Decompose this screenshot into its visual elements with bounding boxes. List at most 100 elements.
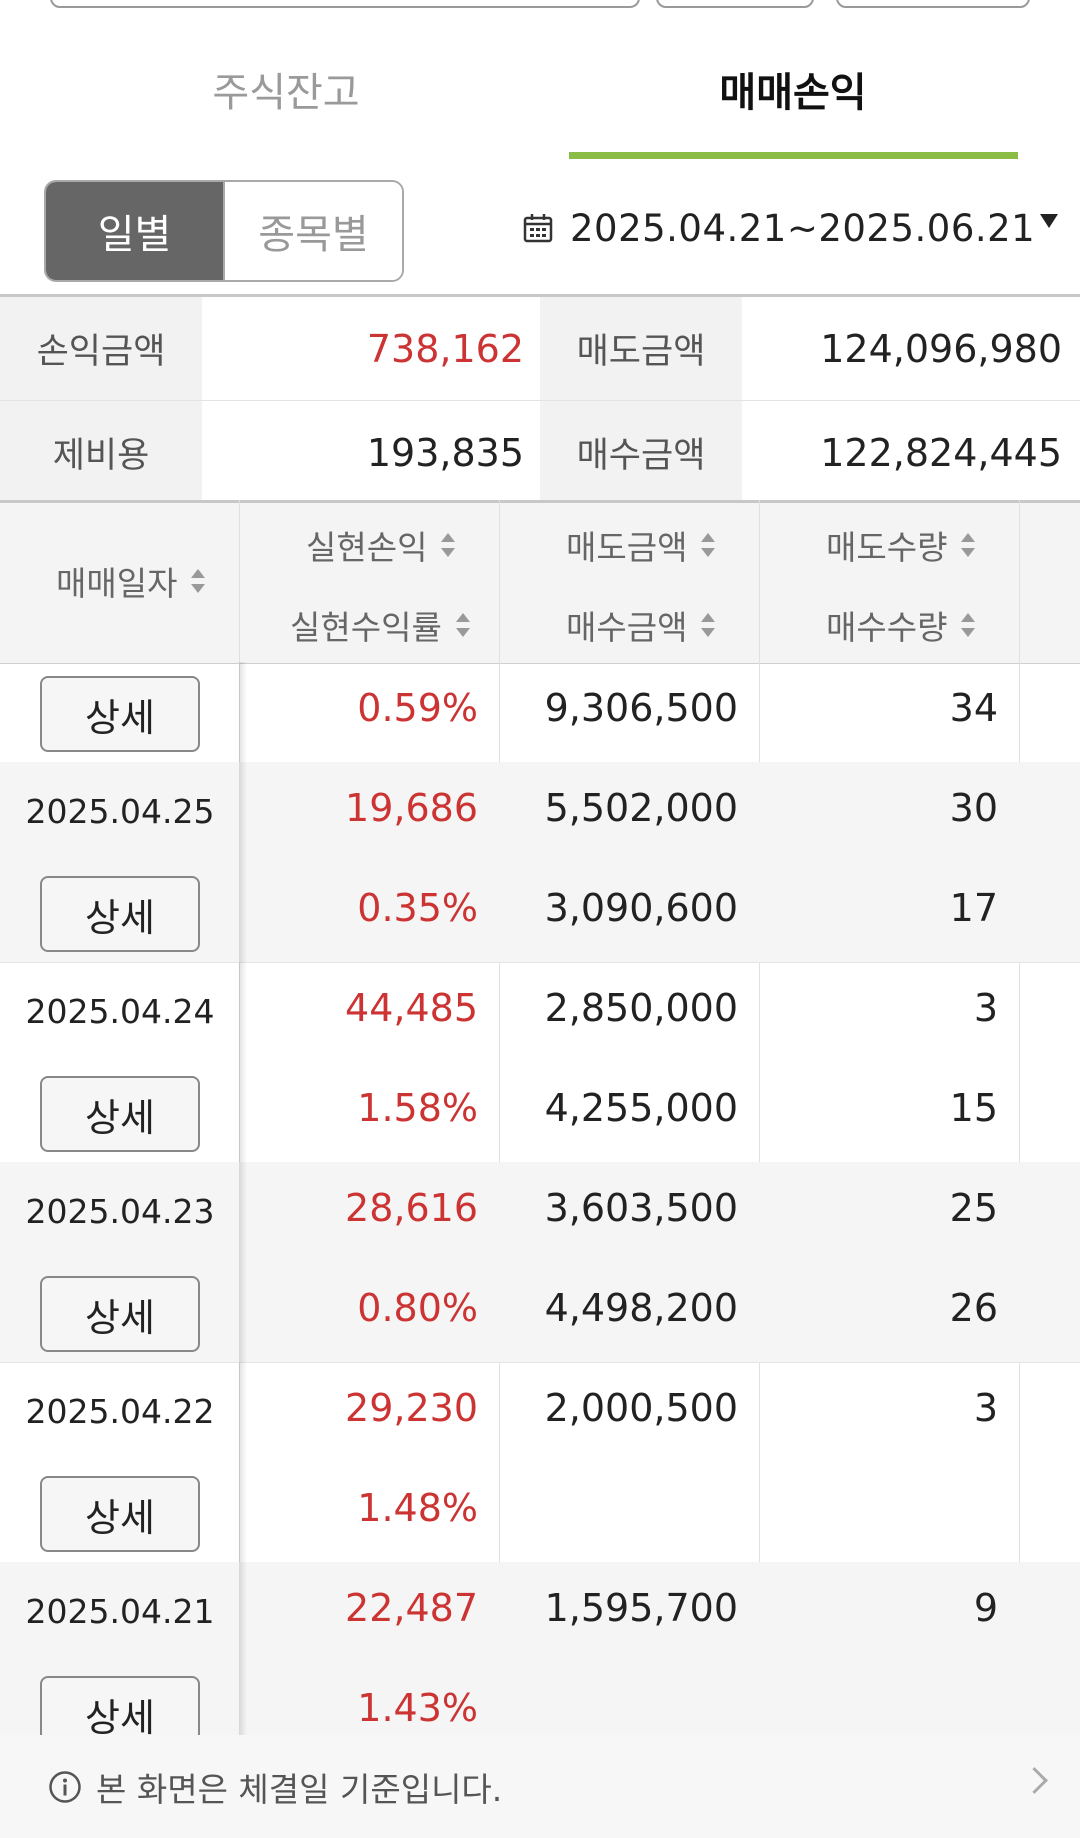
active-tab-indicator xyxy=(569,152,1018,159)
sell-amount-cell: 2,850,000 xyxy=(544,986,738,1030)
sell-qty-cell: 25 xyxy=(949,1186,998,1230)
column-divider xyxy=(239,500,240,1735)
caret-down-icon[interactable] xyxy=(1040,214,1058,228)
realized-pl-cell: 29,230 xyxy=(345,1386,478,1430)
calendar-icon xyxy=(523,214,553,243)
sell-amount-cell: 1,595,700 xyxy=(544,1586,738,1630)
sort-icon xyxy=(701,613,716,637)
tab-bar: 주식잔고 매매손익 xyxy=(0,30,1080,162)
search-field-partial[interactable] xyxy=(50,0,640,8)
col-buy-amount-label: 매수금액 xyxy=(566,608,688,647)
detail-button[interactable]: 상세 xyxy=(40,1076,200,1152)
trade-date-cell: 2025.04.21 xyxy=(25,1592,215,1631)
col-trade-date[interactable]: 매매일자 xyxy=(56,557,206,605)
segment-by-stock-button[interactable]: 종목별 xyxy=(223,182,402,280)
sell-amount-cell: 5,502,000 xyxy=(544,786,738,830)
chevron-right-icon[interactable] xyxy=(1021,1767,1048,1794)
buy-qty-cell: 34 xyxy=(949,686,998,730)
sort-icon xyxy=(701,533,716,557)
date-range-selector[interactable]: 2025.04.21~2025.06.21 xyxy=(522,202,1062,254)
trade-table-body[interactable]: 상세 0.59% 9,306,500 34 2025.04.25 상세 19,6… xyxy=(0,662,1080,1735)
sell-qty-cell: 9 xyxy=(973,1586,998,1630)
col-sell-amount-label: 매도금액 xyxy=(566,528,688,567)
table-row: 2025.04.23 상세 28,616 0.80% 3,603,500 4,4… xyxy=(0,1162,1080,1363)
sell-qty-cell: 30 xyxy=(949,786,998,830)
col-buy-qty-label: 매수수량 xyxy=(826,608,948,647)
query-button-partial[interactable] xyxy=(836,0,1030,8)
sort-icon xyxy=(441,533,456,557)
table-row: 2025.04.25 상세 19,686 0.35% 5,502,000 3,0… xyxy=(0,762,1080,963)
realized-pl-cell: 44,485 xyxy=(345,986,478,1030)
notice-text: 본 화면은 체결일 기준입니다. xyxy=(96,1769,503,1809)
col-realized-pl[interactable]: 실현손익 xyxy=(306,521,456,569)
date-range-text: 2025.04.21~2025.06.21 xyxy=(570,206,1036,250)
top-controls-partial xyxy=(0,0,1080,10)
buy-amount-cell: 3,090,600 xyxy=(544,886,738,930)
buy-qty-cell: 26 xyxy=(949,1286,998,1330)
realized-pl-cell: 19,686 xyxy=(345,786,478,830)
col-sell-qty-label: 매도수량 xyxy=(826,528,948,567)
trade-date-cell: 2025.04.23 xyxy=(25,1192,215,1231)
realized-rate-cell: 0.59% xyxy=(357,686,478,730)
realized-rate-cell: 1.48% xyxy=(357,1486,478,1530)
buy-amount-cell: 9,306,500 xyxy=(544,686,738,730)
summary-panel: 손익금액 738,162 매도금액 124,096,980 제비용 193,83… xyxy=(0,294,1080,504)
filter-button-partial[interactable] xyxy=(656,0,814,8)
sell-amount-label: 매도금액 xyxy=(540,297,742,400)
detail-button[interactable]: 상세 xyxy=(40,1676,200,1735)
sort-icon xyxy=(961,613,976,637)
col-realized-pl-label: 실현손익 xyxy=(306,528,428,567)
realized-rate-cell: 0.80% xyxy=(357,1286,478,1330)
realized-pl-cell: 28,616 xyxy=(345,1186,478,1230)
realized-pl-cell: 22,487 xyxy=(345,1586,478,1630)
column-divider xyxy=(759,500,760,1735)
detail-button[interactable]: 상세 xyxy=(40,1476,200,1552)
detail-button[interactable]: 상세 xyxy=(40,676,200,752)
tab-stock-balance[interactable]: 주식잔고 xyxy=(212,70,360,116)
realized-rate-cell: 0.35% xyxy=(357,886,478,930)
segment-daily-button[interactable]: 일별 xyxy=(46,182,223,280)
tab-trade-pnl[interactable]: 매매손익 xyxy=(719,70,867,116)
trade-date-cell: 2025.04.24 xyxy=(25,992,215,1031)
realized-rate-cell: 1.43% xyxy=(357,1686,478,1730)
detail-button[interactable]: 상세 xyxy=(40,876,200,952)
buy-amount-cell: 4,255,000 xyxy=(544,1086,738,1130)
detail-button[interactable]: 상세 xyxy=(40,1276,200,1352)
notice-bar[interactable]: 본 화면은 체결일 기준입니다. xyxy=(0,1735,1080,1838)
sort-icon xyxy=(961,533,976,557)
column-divider xyxy=(1019,500,1020,1735)
buy-amount-value: 122,824,445 xyxy=(820,430,1062,475)
table-row: 2025.04.21 상세 22,487 1.43% 1,595,700 9 xyxy=(0,1562,1080,1735)
fee-value: 193,835 xyxy=(366,430,524,475)
col-realized-rate[interactable]: 실현수익률 xyxy=(290,601,470,649)
table-row: 상세 0.59% 9,306,500 34 xyxy=(0,662,1080,763)
sell-qty-cell: 3 xyxy=(973,986,998,1030)
col-buy-qty[interactable]: 매수수량 xyxy=(826,601,976,649)
sell-qty-cell: 3 xyxy=(973,1386,998,1430)
trade-date-cell: 2025.04.22 xyxy=(25,1392,215,1431)
col-realized-rate-label: 실현수익률 xyxy=(290,608,442,647)
buy-amount-label: 매수금액 xyxy=(540,401,742,504)
info-icon xyxy=(49,1770,81,1803)
sort-icon xyxy=(455,613,470,637)
sell-amount-cell: 3,603,500 xyxy=(544,1186,738,1230)
trade-date-cell: 2025.04.25 xyxy=(25,792,215,831)
col-buy-amount[interactable]: 매수금액 xyxy=(566,601,716,649)
table-row: 2025.04.22 상세 29,230 1.48% 2,000,500 3 xyxy=(0,1362,1080,1563)
table-row: 2025.04.24 상세 44,485 1.58% 2,850,000 4,2… xyxy=(0,962,1080,1163)
sort-icon xyxy=(191,569,206,593)
sell-amount-cell: 2,000,500 xyxy=(544,1386,738,1430)
sell-amount-value: 124,096,980 xyxy=(820,326,1062,371)
table-header: 매매일자 실현손익 실현수익률 매도금액 매수금액 매도수량 매수수량 xyxy=(0,500,1080,664)
view-segment-control: 일별 종목별 xyxy=(44,180,404,282)
buy-amount-cell: 4,498,200 xyxy=(544,1286,738,1330)
col-trade-date-label: 매매일자 xyxy=(56,564,178,603)
pnl-amount-value: 738,162 xyxy=(366,326,524,371)
buy-qty-cell: 17 xyxy=(949,886,998,930)
buy-qty-cell: 15 xyxy=(949,1086,998,1130)
column-divider xyxy=(499,500,500,1735)
col-sell-amount[interactable]: 매도금액 xyxy=(566,521,716,569)
realized-rate-cell: 1.58% xyxy=(357,1086,478,1130)
col-sell-qty[interactable]: 매도수량 xyxy=(826,521,976,569)
sticky-column-shadow xyxy=(239,662,247,1735)
